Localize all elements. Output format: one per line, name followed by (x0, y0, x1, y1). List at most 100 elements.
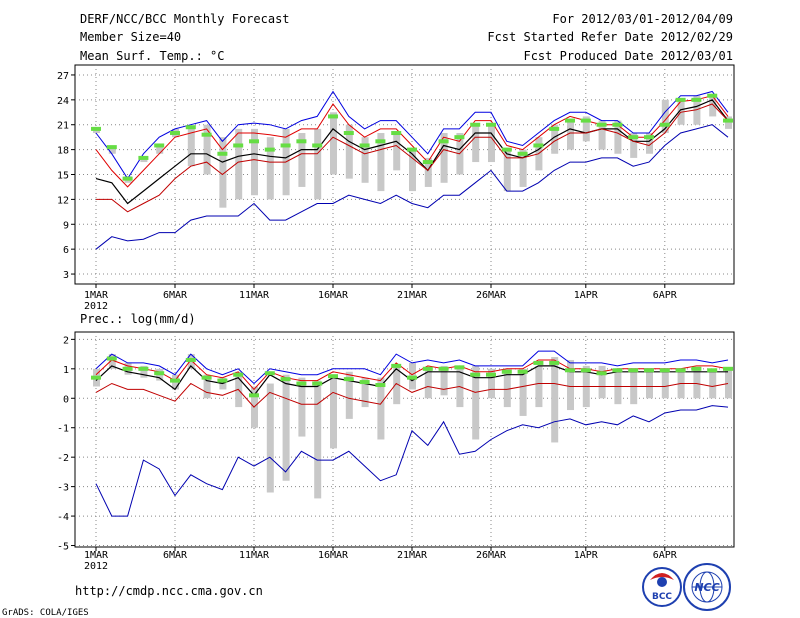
spread-bar (409, 149, 416, 192)
ensemble-marker (407, 147, 417, 152)
x-tick-label: 26MAR (476, 290, 507, 301)
spread-bar (361, 377, 369, 408)
ensemble-marker (296, 381, 307, 386)
ensemble-marker (185, 357, 196, 362)
ensemble-marker (533, 143, 544, 148)
spread-bar (582, 116, 590, 142)
spread-bar (630, 133, 638, 158)
series-line-lower (96, 103, 729, 213)
member-size-label: Member Size=40 (80, 30, 181, 44)
ensemble-marker (328, 114, 338, 119)
ensemble-marker (233, 143, 244, 148)
plot-frame (74, 331, 735, 548)
spread-bar (440, 133, 448, 183)
ensemble-marker (454, 135, 465, 140)
ensemble-marker (122, 176, 133, 181)
spread-bar (345, 371, 353, 419)
spread-bar (535, 365, 543, 408)
y-tick-label: -1 (57, 424, 69, 435)
ensemble-marker (106, 145, 117, 150)
y-tick-label: -5 (57, 542, 69, 553)
spread-bar (393, 365, 401, 405)
spread-bar (661, 99, 669, 134)
ensemble-marker (106, 356, 117, 361)
spread-bar (709, 95, 717, 117)
ensemble-marker (422, 366, 433, 371)
spread-bar (108, 145, 116, 154)
ensemble-marker (280, 143, 291, 148)
ensemble-marker (580, 368, 591, 373)
x-tick-label: 1MAR (84, 290, 109, 301)
ensemble-marker (454, 365, 465, 370)
y-tick-label: -3 (57, 483, 69, 494)
ensemble-marker (91, 375, 101, 380)
spread-bar (424, 157, 432, 187)
spread-bar (93, 128, 100, 134)
y-tick-label: 15 (57, 171, 69, 182)
spread-bar (140, 365, 148, 378)
ensemble-marker (565, 118, 575, 123)
y-tick-label: 24 (57, 96, 69, 107)
ensemble-marker (249, 139, 259, 144)
spread-bar (472, 365, 480, 440)
ensemble-marker (122, 366, 133, 371)
ensemble-marker (612, 122, 623, 127)
spread-bar (488, 368, 495, 399)
x-tick-label: 1APR (574, 290, 599, 301)
ensemble-marker (264, 147, 275, 152)
spread-bar (661, 368, 669, 399)
ensemble-marker (565, 368, 575, 373)
spread-bar (377, 133, 385, 192)
spread-bar (330, 377, 337, 449)
series-line-min (95, 405, 729, 517)
spread-bar (377, 377, 385, 440)
y-tick-label: -4 (57, 512, 69, 523)
spread-bar (251, 128, 258, 196)
spread-bar (235, 128, 243, 200)
spread-bar (598, 120, 606, 150)
spread-bar (314, 380, 322, 499)
ensemble-marker (201, 132, 212, 137)
ensemble-marker (675, 97, 686, 102)
y-tick-label: -2 (57, 453, 69, 464)
spread-bar (156, 145, 164, 154)
ensemble-marker (296, 139, 307, 144)
ensemble-marker (517, 151, 528, 156)
source-url[interactable]: http://cmdp.ncc.cma.gov.cn (75, 584, 263, 598)
spread-bar (503, 149, 511, 192)
ensemble-marker (264, 371, 275, 376)
x-tick-label: 11MAR (239, 550, 270, 561)
series-line-upper (95, 95, 729, 188)
spread-bar (519, 368, 527, 416)
ensemble-marker (723, 366, 733, 371)
spread-bar (503, 368, 511, 408)
series-line-upper (95, 359, 729, 391)
spread-bar (424, 368, 432, 399)
ensemble-marker (723, 118, 733, 123)
bcc-logo-globe (657, 577, 667, 587)
ensemble-marker (501, 369, 512, 374)
ensemble-marker (438, 139, 449, 144)
produced-date-label: Fcst Produced Date 2012/03/01 (523, 49, 733, 63)
spread-bar (266, 383, 274, 493)
ensemble-marker (201, 375, 212, 380)
spread-bar (108, 354, 116, 369)
spread-bar (345, 124, 353, 179)
ensemble-marker (644, 135, 654, 140)
ensemble-marker (628, 135, 639, 140)
grads-credit: GrADS: COLA/IGES (2, 608, 89, 618)
spread-bar (567, 359, 574, 411)
spread-bar (598, 365, 606, 399)
spread-bar (567, 120, 574, 150)
series-line-lower (95, 382, 729, 408)
ensemble-marker (138, 366, 149, 371)
ensemble-marker (375, 139, 386, 144)
spread-bar (693, 95, 701, 125)
ensemble-marker (185, 125, 196, 130)
x-tick-label: 1MAR (84, 550, 109, 561)
spread-bar (472, 124, 480, 163)
ensemble-marker (391, 131, 402, 136)
ensemble-marker (154, 371, 165, 376)
x-tick-sublabel: 2012 (84, 561, 108, 572)
